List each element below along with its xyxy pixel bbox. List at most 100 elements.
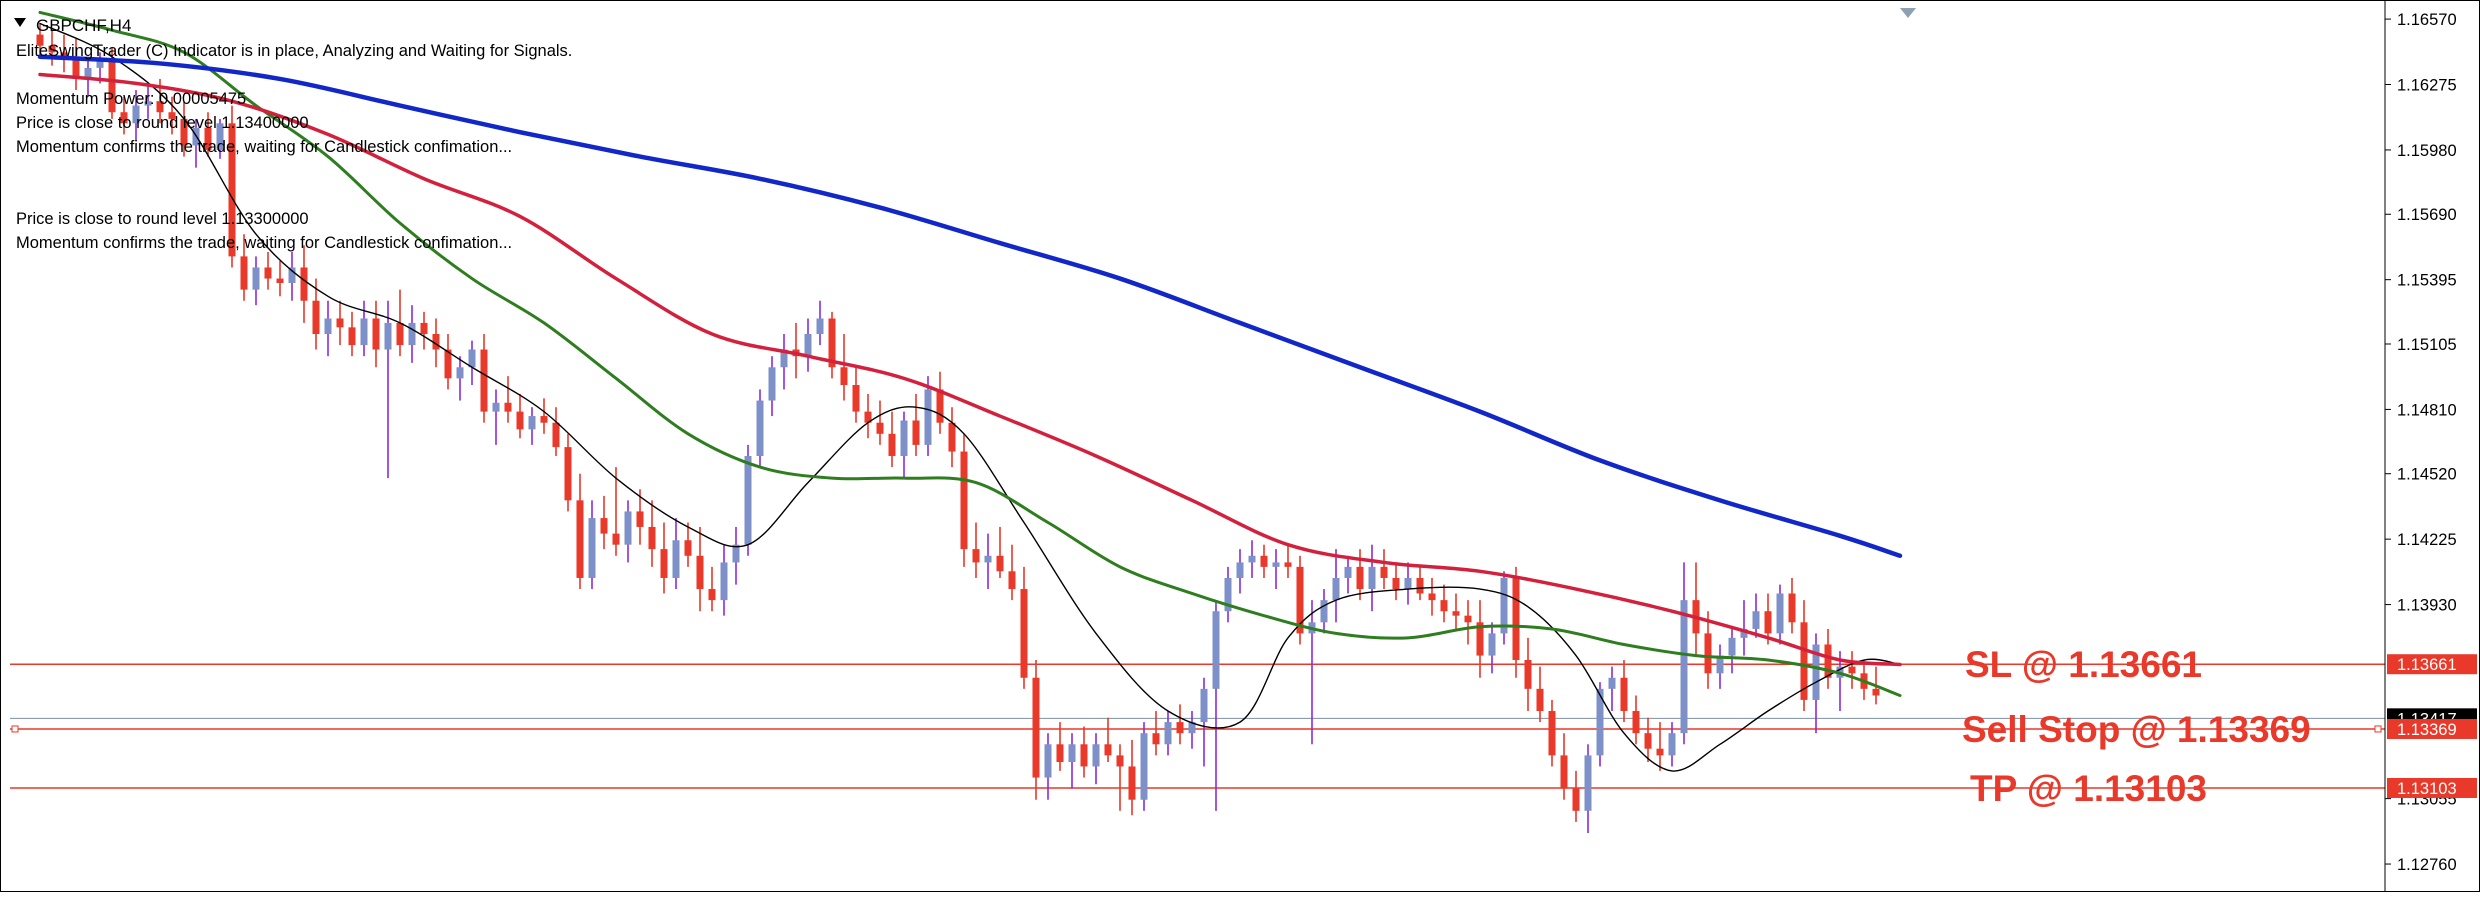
trade-levels-layer — [10, 663, 2385, 789]
level-label: SL @ 1.13661 — [1965, 644, 2202, 685]
price-tag — [2387, 718, 2477, 739]
candle-body — [528, 416, 536, 430]
candle-body — [312, 300, 320, 335]
candle-body — [1104, 744, 1112, 756]
candle-body — [1248, 555, 1256, 563]
candle-body — [1236, 562, 1244, 578]
candle-body — [96, 61, 104, 68]
candle-body — [324, 318, 332, 335]
candle-body — [456, 367, 464, 379]
candle-body — [228, 123, 236, 257]
candle-body — [636, 511, 644, 527]
candle-body — [1140, 733, 1148, 800]
candle-body — [1344, 566, 1352, 578]
candle-body — [1536, 688, 1544, 712]
y-tick-label: 1.14225 — [2397, 531, 2457, 549]
candle-body — [276, 278, 284, 283]
candle-body — [156, 101, 164, 113]
candle-body — [1800, 622, 1808, 700]
level-handle-left[interactable] — [11, 725, 19, 733]
candle-body — [1620, 677, 1628, 712]
symbol-title: GBPCHF,H4 — [36, 16, 131, 35]
candle-body — [1032, 677, 1040, 778]
candle-body — [1296, 566, 1304, 634]
price-tag-label: 1.13103 — [2397, 780, 2457, 798]
level-label: Sell Stop @ 1.13369 — [1962, 709, 2311, 750]
y-tick-label: 1.15980 — [2397, 142, 2457, 160]
price-tag — [2387, 777, 2477, 798]
candle-body — [84, 67, 92, 79]
candle-body — [1200, 688, 1208, 723]
chart-dropdown-icon[interactable] — [14, 18, 26, 27]
candle-body — [120, 112, 128, 124]
candle-body — [648, 526, 656, 550]
candle-body — [1428, 593, 1436, 601]
candle-body — [1596, 688, 1604, 756]
candle-body — [828, 318, 836, 368]
candle-body — [912, 420, 920, 445]
price-tag-label: 1.13661 — [2397, 656, 2457, 674]
indicator-info-panel: EliteSwingTrader (C) Indicator is in pla… — [16, 42, 572, 252]
candle-body — [1716, 655, 1724, 674]
ma-line-ma-blue — [37, 54, 1903, 559]
candle-body — [72, 56, 80, 79]
ma-line-ma-green — [38, 10, 1902, 697]
candle-body — [1752, 611, 1760, 629]
candle-body — [960, 451, 968, 550]
candle-body — [204, 127, 212, 150]
candle-body — [48, 45, 56, 53]
candle-body — [168, 112, 176, 119]
candle-body — [252, 267, 260, 290]
candle-body — [924, 389, 932, 445]
candle-body — [1680, 600, 1688, 734]
ma-line-ma-red — [38, 72, 1902, 667]
candle-body — [420, 322, 428, 335]
y-tick-label: 1.12760 — [2397, 856, 2457, 874]
candle-body — [1632, 711, 1640, 734]
y-tick-label: 1.15105 — [2397, 336, 2457, 354]
candle-body — [1656, 748, 1664, 756]
candle-body — [1332, 577, 1340, 601]
candle-body — [1668, 733, 1676, 756]
info-line: Momentum Power: 0.00005475 — [16, 90, 246, 108]
y-tick-label: 1.15690 — [2397, 206, 2457, 224]
candle-body — [576, 500, 584, 578]
info-line: EliteSwingTrader (C) Indicator is in pla… — [16, 42, 572, 60]
candle-body — [1392, 577, 1400, 590]
candle-body — [720, 562, 728, 601]
candle-body — [1452, 611, 1460, 616]
candle-body — [876, 422, 884, 434]
candle-body — [1812, 644, 1820, 700]
candle-body — [1128, 766, 1136, 800]
candle-body — [1824, 644, 1832, 678]
candle-body — [1776, 593, 1784, 634]
candle-body — [492, 402, 500, 412]
candle-body — [1020, 589, 1028, 678]
level-handle-right[interactable] — [2374, 725, 2382, 733]
candle-body — [672, 540, 680, 578]
candle-body — [1092, 744, 1100, 767]
candle-body — [864, 411, 872, 423]
level-label: TP @ 1.13103 — [1970, 768, 2207, 809]
candle-body — [600, 518, 608, 534]
candle-body — [1704, 633, 1712, 674]
candle-body — [1524, 660, 1532, 689]
candle-body — [624, 511, 632, 545]
candle-body — [432, 334, 440, 350]
y-tick-label: 1.16570 — [2397, 11, 2457, 29]
candle-body — [936, 389, 944, 423]
y-tick-label: 1.16275 — [2397, 77, 2457, 95]
candle-body — [732, 544, 740, 563]
info-line: Price is close to round level 1.13400000 — [16, 114, 309, 132]
info-line: Price is close to round level 1.13300000 — [16, 210, 309, 228]
candle-body — [948, 422, 956, 452]
candle-body — [1260, 555, 1268, 567]
candle-body — [1008, 571, 1016, 590]
y-tick-label: 1.14810 — [2397, 401, 2457, 419]
shift-marker-icon[interactable] — [1900, 8, 1916, 18]
candle-body — [1512, 577, 1520, 661]
candle-body — [1488, 633, 1496, 656]
